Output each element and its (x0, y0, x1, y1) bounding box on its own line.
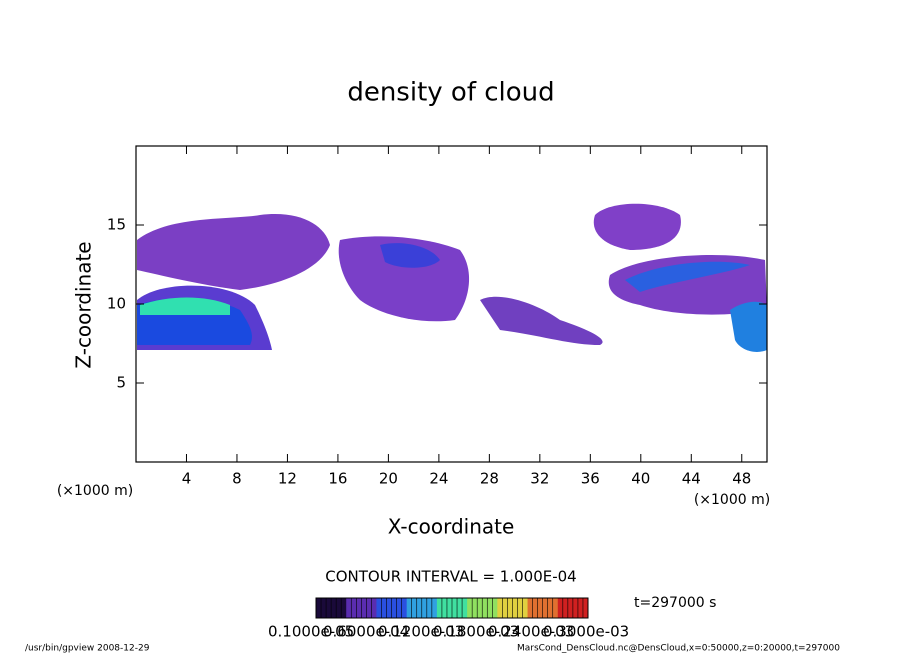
contour-interval: CONTOUR INTERVAL = 1.000E-04 (325, 568, 576, 586)
x-tick-label: 40 (631, 470, 650, 488)
cloud-region (380, 243, 440, 268)
cloud-field (137, 203, 767, 352)
x-tick-label: 32 (530, 470, 549, 488)
colorbar-label: 0.3000e-03 (543, 623, 629, 641)
x-tick-label: 28 (480, 470, 499, 488)
colorbar-label: 0.6000e-04 (323, 623, 409, 641)
y-tick-label: 10 (107, 295, 126, 313)
x-axis-label: X-coordinate (388, 515, 515, 539)
y-unit: (×1000 m) (57, 483, 133, 499)
x-tick-label: 44 (682, 470, 701, 488)
colorbar-label: 0.2400e-03 (488, 623, 574, 641)
x-tick-label: 48 (732, 470, 751, 488)
cloud-region (593, 203, 681, 250)
x-tick-label: 36 (581, 470, 600, 488)
x-tick-label: 4 (182, 470, 192, 488)
cloud-region (730, 301, 767, 352)
colorbar-label: 0.1800e-03 (433, 623, 519, 641)
time-label: t=297000 s (634, 595, 716, 611)
colorbar-frame (315, 597, 589, 619)
colorbar: 0.1000e-050.6000e-040.1200e-030.1800e-03… (268, 597, 629, 641)
x-tick-label: 16 (328, 470, 347, 488)
x-tick-label: 24 (429, 470, 448, 488)
chart-title: density of cloud (347, 78, 554, 108)
x-tick-label: 12 (278, 470, 297, 488)
colorbar-label: 0.1200e-03 (378, 623, 464, 641)
colorbar-label: 0.1000e-05 (268, 623, 354, 641)
footer-left: /usr/bin/gpview 2008-12-29 (25, 644, 150, 654)
x-tick-label: 8 (232, 470, 242, 488)
x-tick-label: 20 (379, 470, 398, 488)
y-tick-label: 5 (116, 374, 126, 392)
x-unit: (×1000 m) (694, 492, 770, 508)
cloud-region (625, 261, 750, 292)
cloud-region (480, 296, 603, 345)
footer-right: MarsCond_DensCloud.nc@DensCloud,x=0:5000… (517, 644, 840, 654)
y-axis-label: Z-coordinate (72, 241, 96, 368)
y-tick-label: 15 (107, 216, 126, 234)
cloud-region (140, 297, 230, 315)
cloud-region (137, 214, 330, 290)
